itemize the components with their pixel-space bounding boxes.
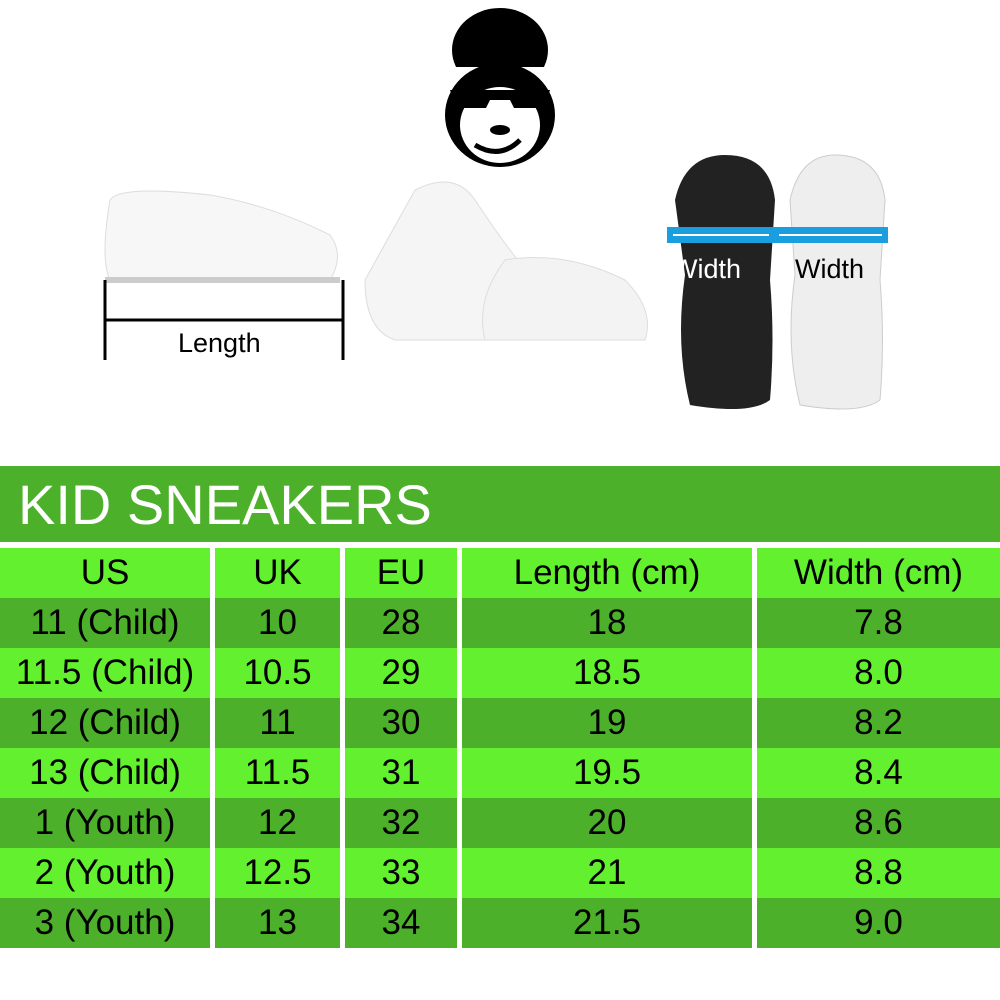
cell-eu: 29 [345, 648, 462, 698]
cell-length: 20 [462, 798, 757, 848]
chart-title: KID SNEAKERS [18, 473, 432, 536]
monkey-logo-icon [445, 8, 555, 167]
cell-us: 11 (Child) [0, 598, 215, 648]
side-shoe-image [103, 190, 345, 360]
cell-uk: 11 [215, 698, 345, 748]
table-row: 13 (Child) 11.5 31 19.5 8.4 [0, 748, 1000, 798]
cell-eu: 28 [345, 598, 462, 648]
cell-eu: 30 [345, 698, 462, 748]
cell-us: 3 (Youth) [0, 898, 215, 948]
soles-image [667, 154, 888, 410]
cell-us: 2 (Youth) [0, 848, 215, 898]
cell-us: 13 (Child) [0, 748, 215, 798]
cell-width: 8.4 [757, 748, 1000, 798]
cell-us: 11.5 (Child) [0, 648, 215, 698]
shoe-pair-image [364, 181, 648, 341]
header-us: US [0, 548, 215, 598]
table-row: 11.5 (Child) 10.5 29 18.5 8.0 [0, 648, 1000, 698]
cell-width: 8.0 [757, 648, 1000, 698]
cell-width: 9.0 [757, 898, 1000, 948]
cell-uk: 13 [215, 898, 345, 948]
cell-eu: 31 [345, 748, 462, 798]
cell-length: 19 [462, 698, 757, 748]
title-bar: KID SNEAKERS [0, 466, 1000, 542]
cell-width: 8.2 [757, 698, 1000, 748]
header-uk: UK [215, 548, 345, 598]
width-label-right: Width [795, 254, 865, 284]
cell-width: 8.8 [757, 848, 1000, 898]
cell-us: 1 (Youth) [0, 798, 215, 848]
cell-width: 8.6 [757, 798, 1000, 848]
cell-length: 18 [462, 598, 757, 648]
table-row: 2 (Youth) 12.5 33 21 8.8 [0, 848, 1000, 898]
cell-length: 18.5 [462, 648, 757, 698]
header-width: Width (cm) [757, 548, 1000, 598]
size-table: US UK EU Length (cm) Width (cm) 11 (Chil… [0, 548, 1000, 948]
cell-length: 19.5 [462, 748, 757, 798]
cell-eu: 33 [345, 848, 462, 898]
header-eu: EU [345, 548, 462, 598]
table-row: 1 (Youth) 12 32 20 8.6 [0, 798, 1000, 848]
header-length: Length (cm) [462, 548, 757, 598]
cell-width: 7.8 [757, 598, 1000, 648]
cell-eu: 34 [345, 898, 462, 948]
cell-us: 12 (Child) [0, 698, 215, 748]
cell-uk: 12.5 [215, 848, 345, 898]
cell-uk: 11.5 [215, 748, 345, 798]
cell-length: 21.5 [462, 898, 757, 948]
cell-eu: 32 [345, 798, 462, 848]
table-row: 3 (Youth) 13 34 21.5 9.0 [0, 898, 1000, 948]
width-label-left: Width [672, 254, 742, 284]
cell-length: 21 [462, 848, 757, 898]
cell-uk: 12 [215, 798, 345, 848]
table-row: 11 (Child) 10 28 18 7.8 [0, 598, 1000, 648]
length-label: Length [178, 328, 261, 358]
table-header-row: US UK EU Length (cm) Width (cm) [0, 548, 1000, 598]
table-row: 12 (Child) 11 30 19 8.2 [0, 698, 1000, 748]
cell-uk: 10 [215, 598, 345, 648]
cell-uk: 10.5 [215, 648, 345, 698]
